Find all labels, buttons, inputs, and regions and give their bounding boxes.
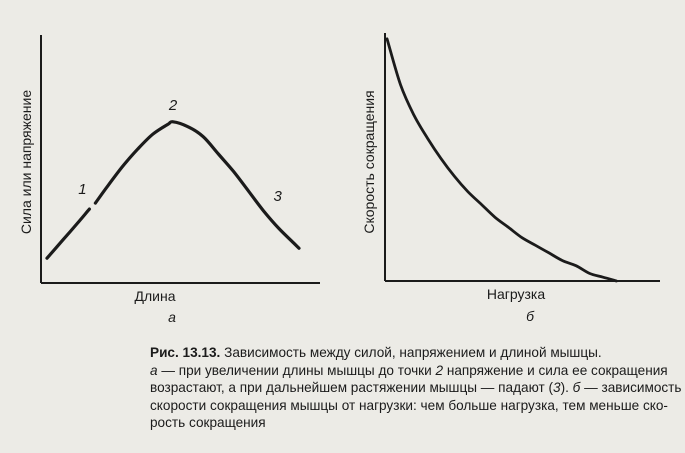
figure-caption: Рис. 13.13. Зависимость между силой, нап…: [150, 344, 682, 432]
caption-point-3: 3: [553, 380, 561, 395]
panel-a-point-label: 2: [168, 97, 178, 114]
panel-a-letter: а: [168, 309, 176, 325]
panel-a-ylabel: Сила или напряжение: [18, 90, 34, 234]
caption-text: — при увеличении длины мышцы до точки: [157, 362, 436, 378]
caption-line-4: скорости сокращения мышцы от нагрузки: ч…: [150, 397, 668, 413]
panel-b-xlabel: Нагрузка: [487, 286, 545, 302]
panel-a-line-segment: [93, 120, 301, 250]
figure: 1 2 3 Длина а Сила или напряжение Нагрузка…: [18, 33, 660, 325]
caption-title: Зависимость между силой, напряжением и д…: [220, 345, 602, 360]
caption-line-2: а — при увеличении длины мышцы до точки …: [150, 362, 680, 380]
panel-b: Нагрузка б Скорость сокращения: [361, 33, 660, 324]
caption-text: — зависимость: [580, 380, 682, 395]
caption-line-1: Рис. 13.13. Зависимость между силой, нап…: [150, 344, 680, 362]
panel-b-ylabel: Скорость сокращения: [361, 90, 377, 233]
caption-letter-a: а: [150, 362, 158, 378]
caption-text: напряжение и сила ее сокращения: [443, 362, 668, 378]
panel-b-line: [385, 37, 618, 283]
panel-a-point-label: 1: [78, 181, 86, 198]
caption-text: возрастают, а при дальнейшем растяжении …: [150, 380, 554, 395]
caption-point-2: 2: [435, 362, 444, 378]
caption-line-3: возрастают, а при дальнейшем растяжении …: [150, 379, 682, 397]
panel-a-curve: [45, 120, 301, 260]
caption-line-5: рость сокращения: [150, 415, 266, 430]
caption-figure-number: Рис. 13.13.: [150, 345, 221, 360]
panel-a-xlabel: Длина: [135, 288, 176, 304]
panel-a-line-segment: [45, 207, 91, 260]
panel-b-letter: б: [526, 308, 535, 324]
panel-a-point-label: 3: [274, 188, 283, 205]
caption-text: ).: [560, 380, 573, 395]
caption-letter-b: б: [572, 380, 581, 395]
panel-a: 1 2 3 Длина а Сила или напряжение: [18, 35, 320, 325]
panel-b-curve: [385, 37, 618, 283]
